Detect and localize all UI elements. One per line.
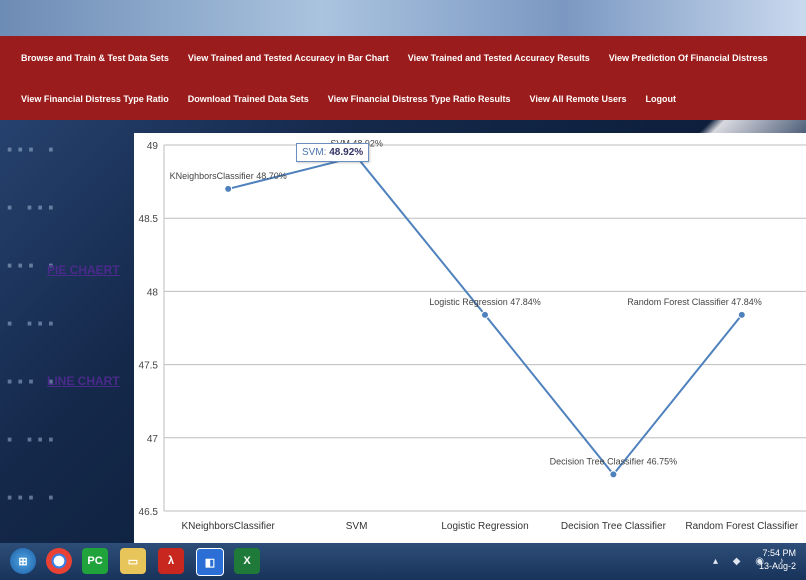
nav-row-2: View Financial Distress Type Ratio Downl… — [0, 89, 676, 109]
header-banner — [0, 0, 806, 36]
data-point — [481, 310, 489, 319]
data-label: Logistic Regression 47.84% — [429, 297, 541, 307]
file-explorer-icon[interactable]: ▭ — [120, 548, 146, 574]
nav-row-1: Browse and Train & Test Data Sets View T… — [0, 48, 768, 68]
accuracy-line-chart: 46.5 47 47.5 48 48.5 49 KNeighborsClassifier SV… — [134, 133, 806, 543]
y-tick-label: 46.5 — [139, 507, 159, 518]
system-tray-icons[interactable]: ▴ ◆ ◉ ♪ — [713, 556, 790, 567]
data-point — [737, 310, 746, 319]
x-tick-label: SVM — [346, 521, 368, 532]
tooltip-value: 48.92% — [329, 147, 364, 158]
data-point — [609, 470, 618, 479]
y-tick-label: 48.5 — [139, 214, 159, 225]
windows-taskbar: ⊞ PC ▭ λ ◧ X ▴ ◆ ◉ ♪ 7:54 PM 13-Aug-2 — [0, 543, 806, 580]
nav-accuracy-bar-chart[interactable]: View Trained and Tested Accuracy in Bar … — [187, 53, 389, 63]
x-tick-label: Logistic Regression — [441, 521, 528, 532]
nav-remote-users[interactable]: View All Remote Users — [529, 94, 627, 104]
chart-svg: 46.5 47 47.5 48 48.5 49 KNeighborsClassifier SV… — [139, 139, 806, 532]
x-tick-label: Random Forest Classifier — [685, 521, 798, 532]
nav-prediction-financial-distress[interactable]: View Prediction Of Financial Distress — [608, 53, 768, 63]
y-tick-label: 49 — [147, 141, 159, 152]
chart-tooltip: SVM: 48.92% — [296, 143, 370, 162]
clock-time: 7:54 PM — [762, 548, 796, 558]
x-tick-label: Decision Tree Classifier — [561, 521, 667, 532]
y-tick-label: 47 — [147, 434, 159, 445]
nav-logout[interactable]: Logout — [645, 94, 677, 104]
x-tick-label: KNeighborsClassifier — [182, 521, 276, 532]
y-tick-label: 47.5 — [139, 361, 159, 372]
data-label: Random Forest Classifier 47.84% — [627, 297, 762, 307]
background-ticker-decoration: ··· · · ··· ··· · · ··· ··· · · ··· ··· · — [6, 134, 58, 512]
nav-browse-train-test[interactable]: Browse and Train & Test Data Sets — [21, 53, 169, 63]
data-point — [224, 184, 233, 193]
data-label: KNeighborsClassifier 48.70% — [170, 171, 287, 181]
y-tick-label: 48 — [147, 287, 159, 298]
blue-app-icon[interactable]: ◧ — [196, 548, 224, 576]
nav-download-trained-data[interactable]: Download Trained Data Sets — [187, 94, 309, 104]
data-label: Decision Tree Classifier 46.75% — [550, 456, 678, 466]
excel-icon[interactable]: X — [234, 548, 260, 574]
windows-start-icon[interactable]: ⊞ — [10, 548, 36, 574]
nav-distress-ratio-results[interactable]: View Financial Distress Type Ratio Resul… — [327, 94, 511, 104]
chrome-icon[interactable] — [46, 548, 72, 574]
clock[interactable]: 7:54 PM 13-Aug-2 — [759, 547, 796, 573]
main-navigation: Browse and Train & Test Data Sets View T… — [0, 36, 806, 120]
line-chart-link[interactable]: LINE CHART — [47, 374, 120, 388]
clock-date: 13-Aug-2 — [758, 561, 796, 571]
acrobat-icon[interactable]: λ — [158, 548, 184, 574]
nav-accuracy-results[interactable]: View Trained and Tested Accuracy Results — [407, 53, 590, 63]
pycharm-icon[interactable]: PC — [82, 548, 108, 574]
tooltip-series-name: SVM: — [302, 147, 327, 158]
pie-chart-link[interactable]: PIE CHAERT — [47, 263, 120, 277]
nav-distress-type-ratio[interactable]: View Financial Distress Type Ratio — [21, 94, 169, 104]
